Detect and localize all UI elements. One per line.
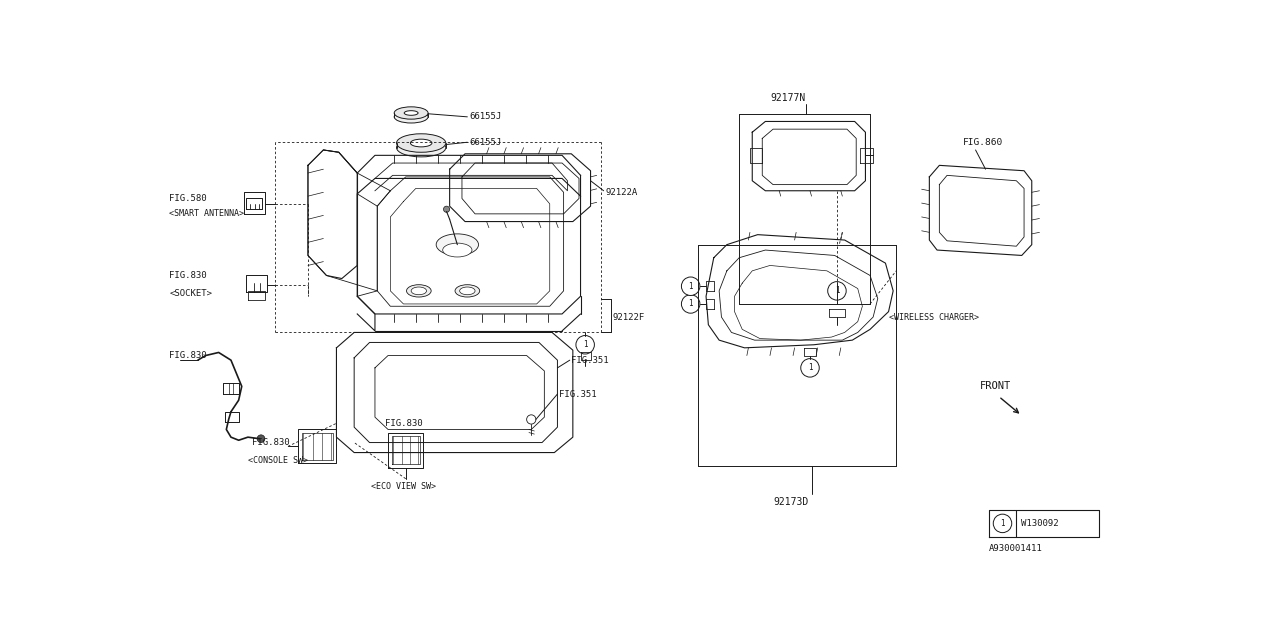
Text: <CONSOLE SW>: <CONSOLE SW> <box>248 456 308 465</box>
Text: 1: 1 <box>1000 519 1005 528</box>
Text: <SMART ANTENNA>: <SMART ANTENNA> <box>169 209 244 218</box>
Circle shape <box>681 294 700 313</box>
Text: A930001411: A930001411 <box>988 543 1042 552</box>
Text: FIG.860: FIG.860 <box>963 138 1002 147</box>
Ellipse shape <box>454 285 480 297</box>
Text: 1: 1 <box>689 282 692 291</box>
Ellipse shape <box>404 111 419 115</box>
Text: FIG.830: FIG.830 <box>169 271 207 280</box>
Text: 92173D: 92173D <box>773 497 808 507</box>
Text: FIG.351: FIG.351 <box>571 356 609 365</box>
Text: <SOCKET>: <SOCKET> <box>169 289 212 298</box>
Text: <WIRELESS CHARGER>: <WIRELESS CHARGER> <box>888 312 978 321</box>
Text: 92177N: 92177N <box>771 93 805 103</box>
Ellipse shape <box>411 287 426 294</box>
Ellipse shape <box>394 107 428 119</box>
Text: 66155J: 66155J <box>468 138 502 147</box>
Circle shape <box>576 335 594 354</box>
Ellipse shape <box>460 287 475 294</box>
Circle shape <box>681 277 700 296</box>
Ellipse shape <box>397 138 445 157</box>
Ellipse shape <box>407 285 431 297</box>
Text: FIG.580: FIG.580 <box>169 194 207 203</box>
Text: FIG.830: FIG.830 <box>252 438 289 447</box>
Text: W130092: W130092 <box>1021 519 1059 528</box>
Text: 66155J: 66155J <box>468 113 502 122</box>
Text: 1: 1 <box>689 300 692 308</box>
Text: <ECO VIEW SW>: <ECO VIEW SW> <box>371 482 436 491</box>
Text: FIG.351: FIG.351 <box>559 390 596 399</box>
Text: FRONT: FRONT <box>979 381 1011 391</box>
Ellipse shape <box>394 111 428 123</box>
Circle shape <box>993 514 1011 532</box>
Circle shape <box>257 435 265 442</box>
Text: 1: 1 <box>835 286 840 295</box>
Text: FIG.830: FIG.830 <box>169 351 207 360</box>
Ellipse shape <box>436 234 479 255</box>
Circle shape <box>526 415 536 424</box>
Text: 92122F: 92122F <box>613 312 645 321</box>
Text: 1: 1 <box>808 364 813 372</box>
Circle shape <box>801 358 819 377</box>
Text: 92122A: 92122A <box>605 188 637 196</box>
Circle shape <box>828 282 846 300</box>
Circle shape <box>443 206 449 212</box>
Ellipse shape <box>443 243 472 257</box>
Ellipse shape <box>411 139 431 147</box>
Text: 1: 1 <box>582 340 588 349</box>
Ellipse shape <box>397 134 445 152</box>
Text: FIG.830: FIG.830 <box>385 419 422 428</box>
